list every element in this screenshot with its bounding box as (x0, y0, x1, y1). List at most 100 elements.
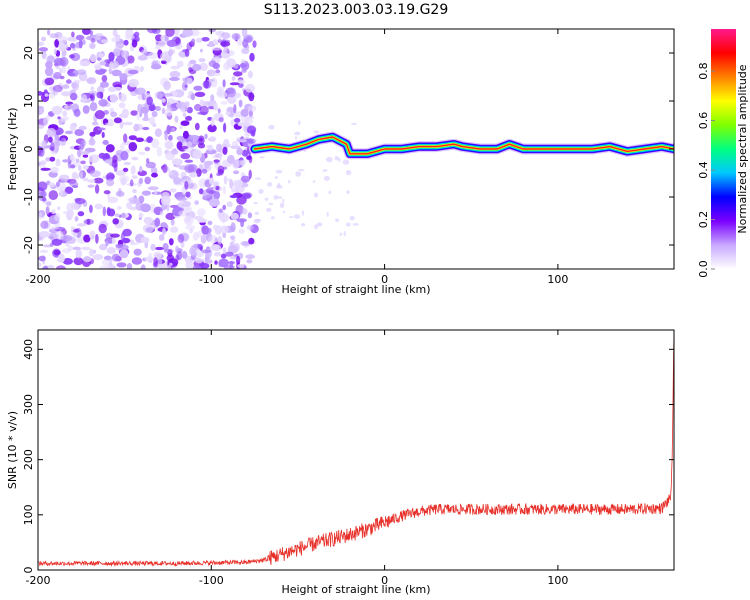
noise-blob (173, 29, 180, 36)
noise-blob (233, 180, 242, 190)
snr-frame (37, 329, 675, 571)
noise-blob (246, 138, 256, 144)
noise-blob (89, 30, 94, 36)
noise-blob (158, 234, 165, 241)
noise-blob (189, 172, 198, 178)
noise-blob (214, 260, 218, 265)
noise-blob (150, 166, 158, 175)
noise-blob (38, 91, 43, 96)
noise-blob (115, 190, 125, 197)
noise-blob (43, 265, 49, 269)
noise-blob (282, 210, 286, 214)
noise-blob (201, 37, 210, 42)
noise-blob (69, 92, 78, 101)
noise-blob (212, 181, 220, 187)
noise-blob (73, 232, 78, 238)
noise-blob (89, 248, 94, 257)
noise-blob (339, 232, 343, 236)
noise-blob (88, 154, 100, 164)
noise-blob (58, 42, 66, 52)
noise-blob (69, 103, 79, 110)
noise-blob (175, 245, 180, 254)
noise-blob (184, 116, 192, 121)
noise-blob (67, 209, 74, 217)
noise-blob (207, 220, 213, 226)
noise-blob (253, 219, 261, 224)
noise-blob (100, 81, 109, 88)
noise-blob (210, 117, 215, 127)
noise-blob (274, 176, 279, 179)
noise-blob (105, 144, 115, 153)
noise-blob (155, 44, 161, 50)
noise-blob (127, 55, 135, 64)
noise-blob (110, 233, 120, 238)
noise-blob (60, 118, 67, 123)
noise-blob (312, 180, 316, 183)
noise-blob (115, 169, 127, 176)
noise-blob (94, 65, 102, 71)
noise-blob (349, 216, 355, 221)
noise-blob (268, 124, 275, 130)
noise-blob (112, 155, 118, 164)
noise-blob (241, 208, 248, 215)
noise-blob (207, 259, 213, 264)
noise-blob (233, 243, 240, 252)
noise-blob (156, 257, 163, 267)
noise-blob (346, 190, 350, 194)
noise-blob (218, 208, 223, 213)
noise-blob (54, 212, 61, 222)
noise-blob (109, 60, 114, 71)
noise-blob (154, 190, 158, 196)
noise-blob (234, 118, 241, 123)
noise-blob (93, 177, 104, 184)
noise-blob (220, 101, 228, 105)
noise-blob (106, 247, 116, 254)
noise-blob (166, 124, 171, 135)
noise-blob (322, 169, 328, 172)
noise-blob (150, 63, 162, 70)
colorbar-tick-label: 0.6 (697, 112, 710, 129)
noise-blob (342, 159, 350, 165)
noise-blob (323, 175, 330, 181)
noise-blob (122, 228, 132, 237)
noise-blob (112, 218, 119, 225)
noise-blob (160, 98, 166, 103)
noise-blob (46, 127, 57, 137)
noise-blob (51, 238, 63, 246)
noise-blob (170, 219, 175, 226)
noise-blob (252, 40, 257, 48)
noise-blob (82, 165, 89, 170)
noise-blob (237, 139, 248, 143)
noise-blob (55, 181, 60, 187)
noise-blob (237, 263, 245, 269)
noise-blob (99, 265, 111, 269)
noise-blob (146, 136, 154, 144)
noise-blob (77, 148, 82, 158)
noise-blob (107, 208, 116, 217)
noise-blob (108, 51, 115, 62)
noise-blob (218, 35, 222, 43)
noise-blob (71, 82, 78, 89)
noise-blob (50, 225, 60, 230)
noise-blob (218, 258, 229, 268)
noise-blob (57, 116, 61, 120)
noise-blob (345, 170, 352, 176)
noise-blob (160, 52, 171, 62)
noise-blob (301, 223, 306, 227)
noise-blob (236, 148, 244, 156)
noise-blob (198, 58, 206, 63)
noise-blob (38, 142, 42, 146)
noise-blob (204, 163, 210, 169)
noise-blob (182, 29, 194, 37)
noise-blob (168, 49, 173, 57)
noise-blob (126, 202, 133, 210)
noise-blob (209, 136, 217, 142)
noise-blob (38, 212, 43, 217)
noise-blob (217, 235, 222, 245)
x-tick-label: 0 (381, 574, 388, 587)
noise-blob (89, 230, 96, 240)
noise-blob (87, 179, 96, 183)
noise-blob (48, 136, 53, 143)
noise-blob (169, 226, 179, 233)
noise-blob (90, 94, 94, 100)
